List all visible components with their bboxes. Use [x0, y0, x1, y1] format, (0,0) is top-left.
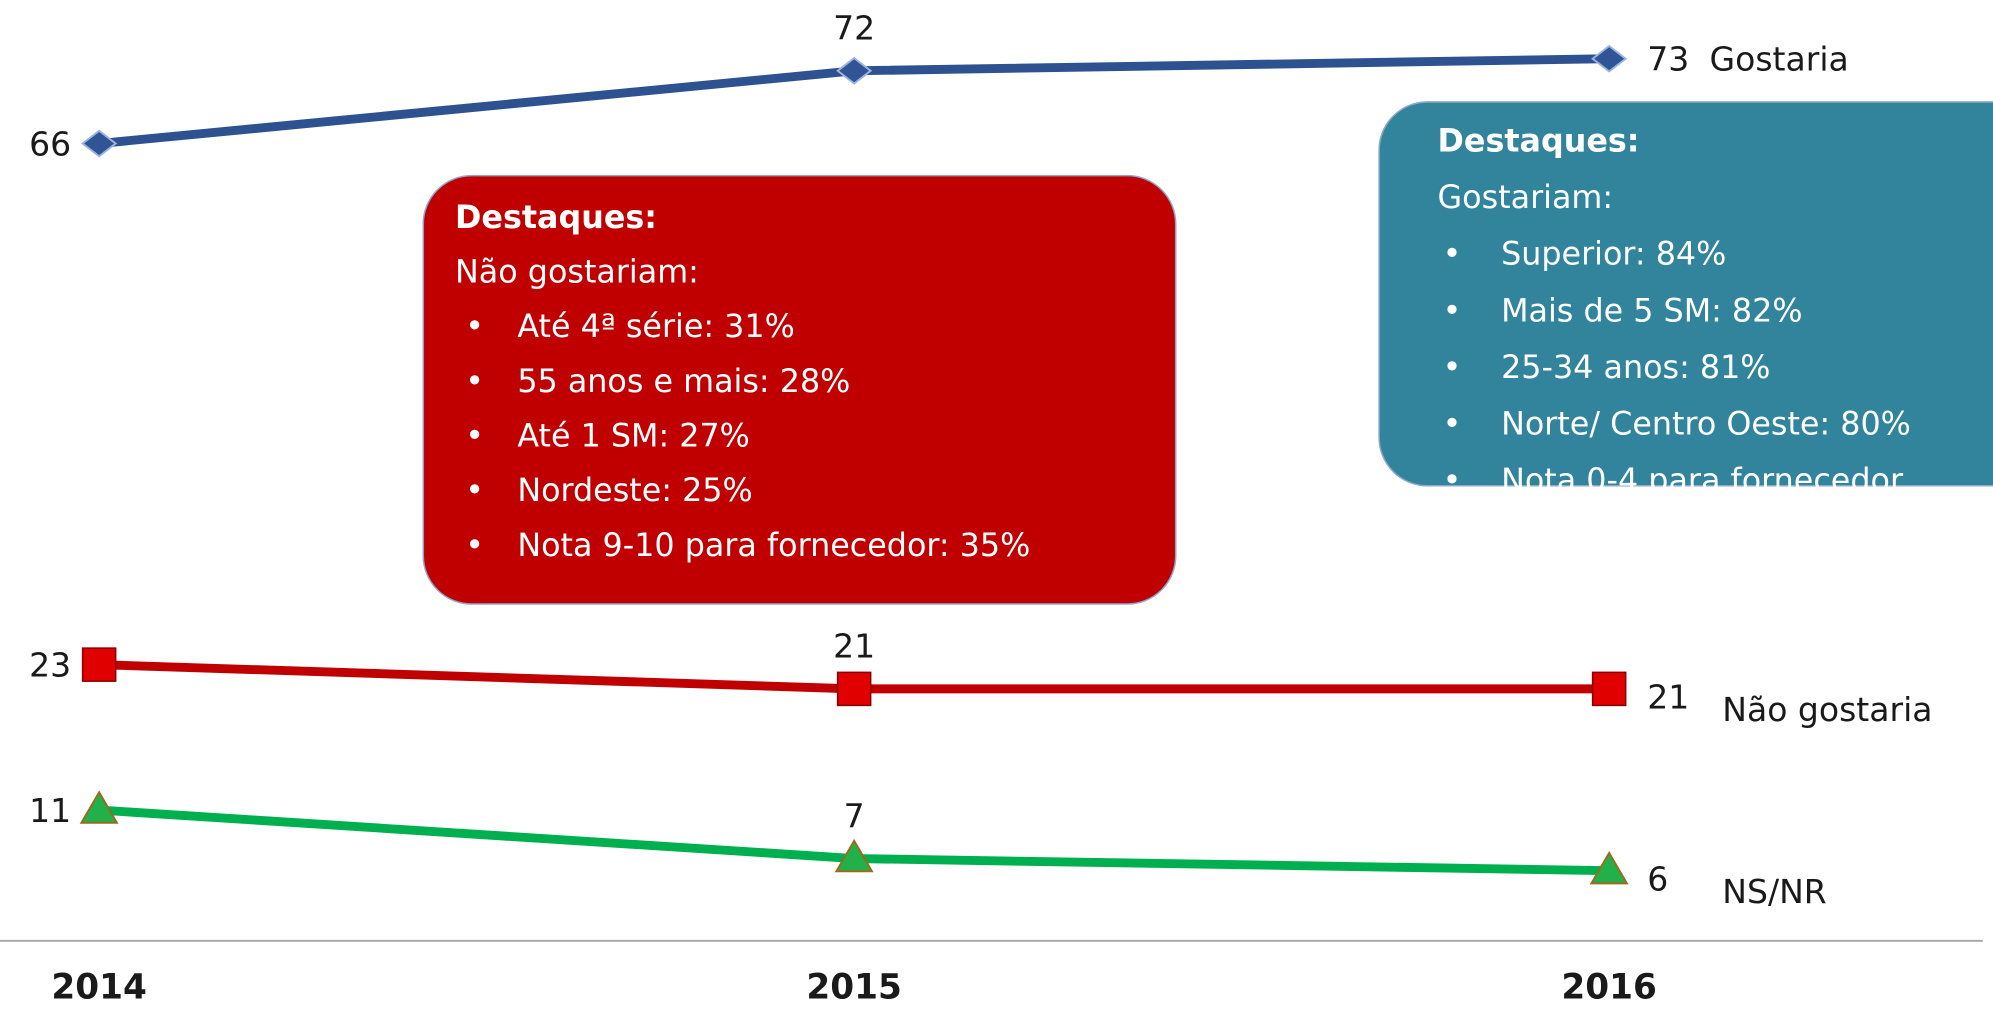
series-name: Gostaria [1710, 40, 1849, 79]
marker [1589, 850, 1629, 885]
marker [834, 838, 874, 873]
data-label: 23 [29, 646, 71, 685]
data-label: 21 [1647, 678, 1689, 717]
bullet: • [1443, 293, 1462, 329]
marker [79, 790, 119, 824]
callout-subtitle: Não gostariam: [455, 255, 699, 291]
callout-item: Até 1 SM: 27% [517, 418, 750, 454]
callout-item: 25-34 anos: 81% [1501, 350, 1770, 386]
callout-box [1378, 101, 1993, 487]
callout-item: Mais de 5 SM: 82% [1501, 293, 1802, 329]
data-label: 11 [29, 791, 71, 830]
x-tick-label: 2016 [1561, 968, 1656, 1008]
data-label: 66 [29, 125, 71, 164]
data-label: 72 [833, 9, 875, 48]
data-label: 7 [844, 796, 865, 835]
marker [836, 671, 872, 707]
bullet: • [1443, 406, 1462, 442]
x-tick-label: 2014 [51, 968, 146, 1008]
bullet: • [465, 364, 484, 400]
bullet: • [1443, 463, 1462, 499]
callout-item: Superior: 84% [1501, 237, 1726, 273]
marker [81, 129, 118, 158]
callout-item: Nota 9-10 para fornecedor: 35% [517, 528, 1030, 564]
bullet: • [465, 418, 484, 454]
x-tick-label: 2015 [806, 968, 901, 1008]
callout-item: 55 anos e mais: 28% [517, 364, 850, 400]
marker [1591, 44, 1628, 73]
series-name: NS/NR [1722, 872, 1826, 911]
marker [1591, 671, 1627, 707]
callout-item: Nota 0-4 para fornecedor [1501, 463, 1904, 499]
data-label: 6 [1647, 859, 1668, 898]
callout-box [422, 174, 1177, 605]
callout-item: Nordeste: 25% [517, 473, 752, 509]
bullet: • [1443, 237, 1462, 273]
data-label: 73 [1647, 40, 1689, 79]
data-label: 21 [833, 627, 875, 666]
callout-title: Destaques: [455, 200, 657, 236]
callout-item: Norte/ Centro Oeste: 80% [1501, 406, 1911, 442]
bullet: • [465, 309, 484, 345]
bullet: • [465, 528, 484, 564]
callout-title: Destaques: [1438, 124, 1640, 160]
callout: Destaques: Gostariam: • Superior: 84% • Mais … [1378, 101, 1993, 499]
callout: Destaques: Não gostariam: • Até 4ª série: 3… [422, 174, 1177, 605]
callout-item: Até 4ª série: 31% [517, 309, 794, 345]
series-name: Não gostaria [1722, 690, 1932, 729]
marker [81, 647, 117, 682]
bullet: • [1443, 350, 1462, 386]
marker [836, 56, 873, 85]
callout-subtitle: Gostariam: [1438, 180, 1614, 216]
bullet: • [465, 473, 484, 509]
